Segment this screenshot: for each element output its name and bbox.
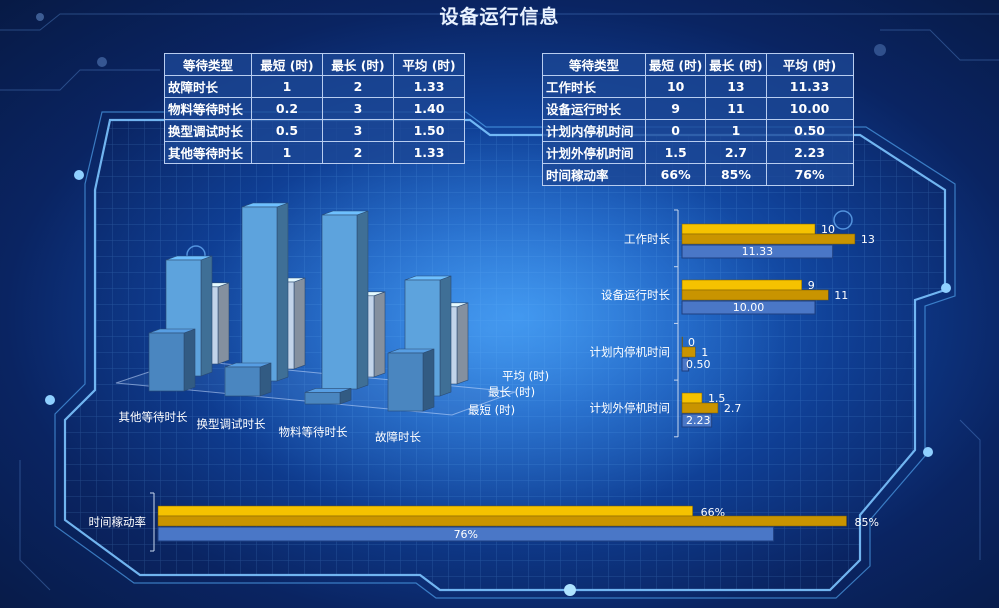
operation-time-table: 等待类型 最短 (时) 最长 (时) 平均 (时) 工作时长 10 13 11.…	[542, 53, 854, 186]
bar	[681, 300, 816, 315]
data-label: 9	[808, 279, 815, 292]
bar	[681, 336, 683, 348]
depth-axis-label: 最短 (时)	[468, 403, 515, 417]
bar-side	[293, 277, 306, 370]
category-label: 故障时长	[375, 430, 421, 444]
bar-3d	[224, 362, 272, 397]
category-label: 设备运行时长	[601, 288, 670, 302]
bar	[681, 223, 816, 235]
bar	[681, 289, 829, 301]
table-cell: 2.7	[705, 141, 767, 164]
column-header: 平均 (时)	[765, 53, 854, 76]
bar-side	[456, 302, 469, 385]
table-cell: 其他等待时长	[164, 141, 252, 164]
table-row: 物料等待时长 0.2 3 1.40	[164, 97, 465, 120]
table-cell: 时间稼动率	[542, 163, 646, 186]
data-label: 1	[701, 346, 708, 359]
column-header: 等待类型	[164, 53, 252, 76]
bar-3d	[165, 255, 213, 377]
data-label: 11.33	[742, 245, 774, 258]
data-label: 11	[834, 289, 848, 302]
column-header: 最长 (时)	[705, 53, 767, 76]
table-cell: 1.50	[393, 119, 465, 142]
data-label: 2.7	[724, 402, 742, 415]
bar-3d	[387, 348, 435, 412]
depth-axis-label: 平均 (时)	[502, 369, 549, 383]
table-row: 计划内停机时间 0 1 0.50	[542, 119, 854, 142]
bar	[681, 233, 856, 245]
table-cell: 1	[251, 141, 323, 164]
bar-side	[183, 328, 196, 392]
page-title: 设备运行信息	[439, 6, 560, 28]
bar	[681, 279, 802, 291]
bar-side	[356, 210, 369, 390]
bar-front	[387, 352, 424, 412]
data-label: 2.23	[686, 414, 711, 427]
bar-3d	[304, 387, 352, 405]
table-cell: 1	[705, 119, 767, 142]
bar-side	[200, 255, 213, 377]
table-cell: 物料等待时长	[164, 97, 252, 120]
bar	[681, 346, 696, 358]
bar	[157, 526, 775, 542]
bar	[681, 244, 834, 259]
bar-front	[241, 206, 278, 382]
data-label: 13	[861, 233, 875, 246]
bar-front	[224, 366, 261, 397]
bar-side	[259, 362, 272, 397]
category-label: 时间稼动率	[89, 515, 147, 529]
bar-3d	[321, 210, 369, 390]
category-label: 计划外停机时间	[590, 401, 671, 415]
table-cell: 76%	[765, 163, 854, 186]
bar-side	[217, 282, 230, 365]
data-label: 76%	[454, 528, 478, 541]
bar	[681, 413, 713, 428]
table-cell: 85%	[705, 163, 767, 186]
table-header-row: 等待类型 最短 (时) 最长 (时) 平均 (时)	[164, 53, 465, 76]
category-label: 换型调试时长	[197, 417, 266, 431]
bar-side	[422, 348, 435, 412]
bar-side	[276, 202, 289, 382]
bar-3d	[241, 202, 289, 382]
bar	[157, 505, 693, 517]
bar	[681, 392, 703, 404]
table-cell: 13	[705, 75, 767, 98]
table-row: 其他等待时长 1 2 1.33	[164, 141, 465, 164]
chart-hbar-times: 工作时长 10 13 11.33 设备运行时长 9 11 10.00 计划内停机时间 010.50…	[590, 209, 875, 438]
depth-axis-label: 最长 (时)	[488, 385, 535, 399]
bar-front	[321, 214, 358, 390]
bar	[157, 515, 847, 527]
bar-3d	[148, 328, 196, 392]
table-cell: 1.33	[393, 141, 465, 164]
bar-front	[148, 332, 185, 392]
category-label: 计划内停机时间	[590, 345, 671, 359]
table-cell: 66%	[644, 163, 707, 186]
table-row: 时间稼动率 66% 85% 76%	[542, 163, 854, 186]
data-label: 85%	[855, 516, 879, 529]
data-label: 0.50	[686, 358, 711, 371]
data-label: 1.5	[708, 392, 726, 405]
waiting-time-table: 等待类型 最短 (时) 最长 (时) 平均 (时) 故障时长 1 2 1.33 …	[164, 53, 465, 164]
data-label: 0	[688, 336, 695, 349]
category-label: 物料等待时长	[279, 425, 348, 439]
data-label: 10	[821, 223, 835, 236]
bar	[681, 402, 719, 414]
table-cell: 设备运行时长	[542, 97, 646, 120]
table-header-row: 等待类型 最短 (时) 最长 (时) 平均 (时)	[542, 53, 854, 76]
bar-side	[439, 275, 452, 397]
bar-front	[304, 392, 341, 405]
table-row: 设备运行时长 9 11 10.00	[542, 97, 854, 120]
category-label: 其他等待时长	[119, 410, 188, 424]
table-cell: 计划内停机时间	[542, 119, 646, 142]
table-row: 换型调试时长 0.5 3 1.50	[164, 119, 465, 142]
category-label: 工作时长	[624, 232, 670, 246]
bar-side	[373, 291, 386, 378]
bar	[681, 357, 690, 372]
table-cell: 0.5	[251, 119, 323, 142]
data-label: 10.00	[733, 301, 765, 314]
